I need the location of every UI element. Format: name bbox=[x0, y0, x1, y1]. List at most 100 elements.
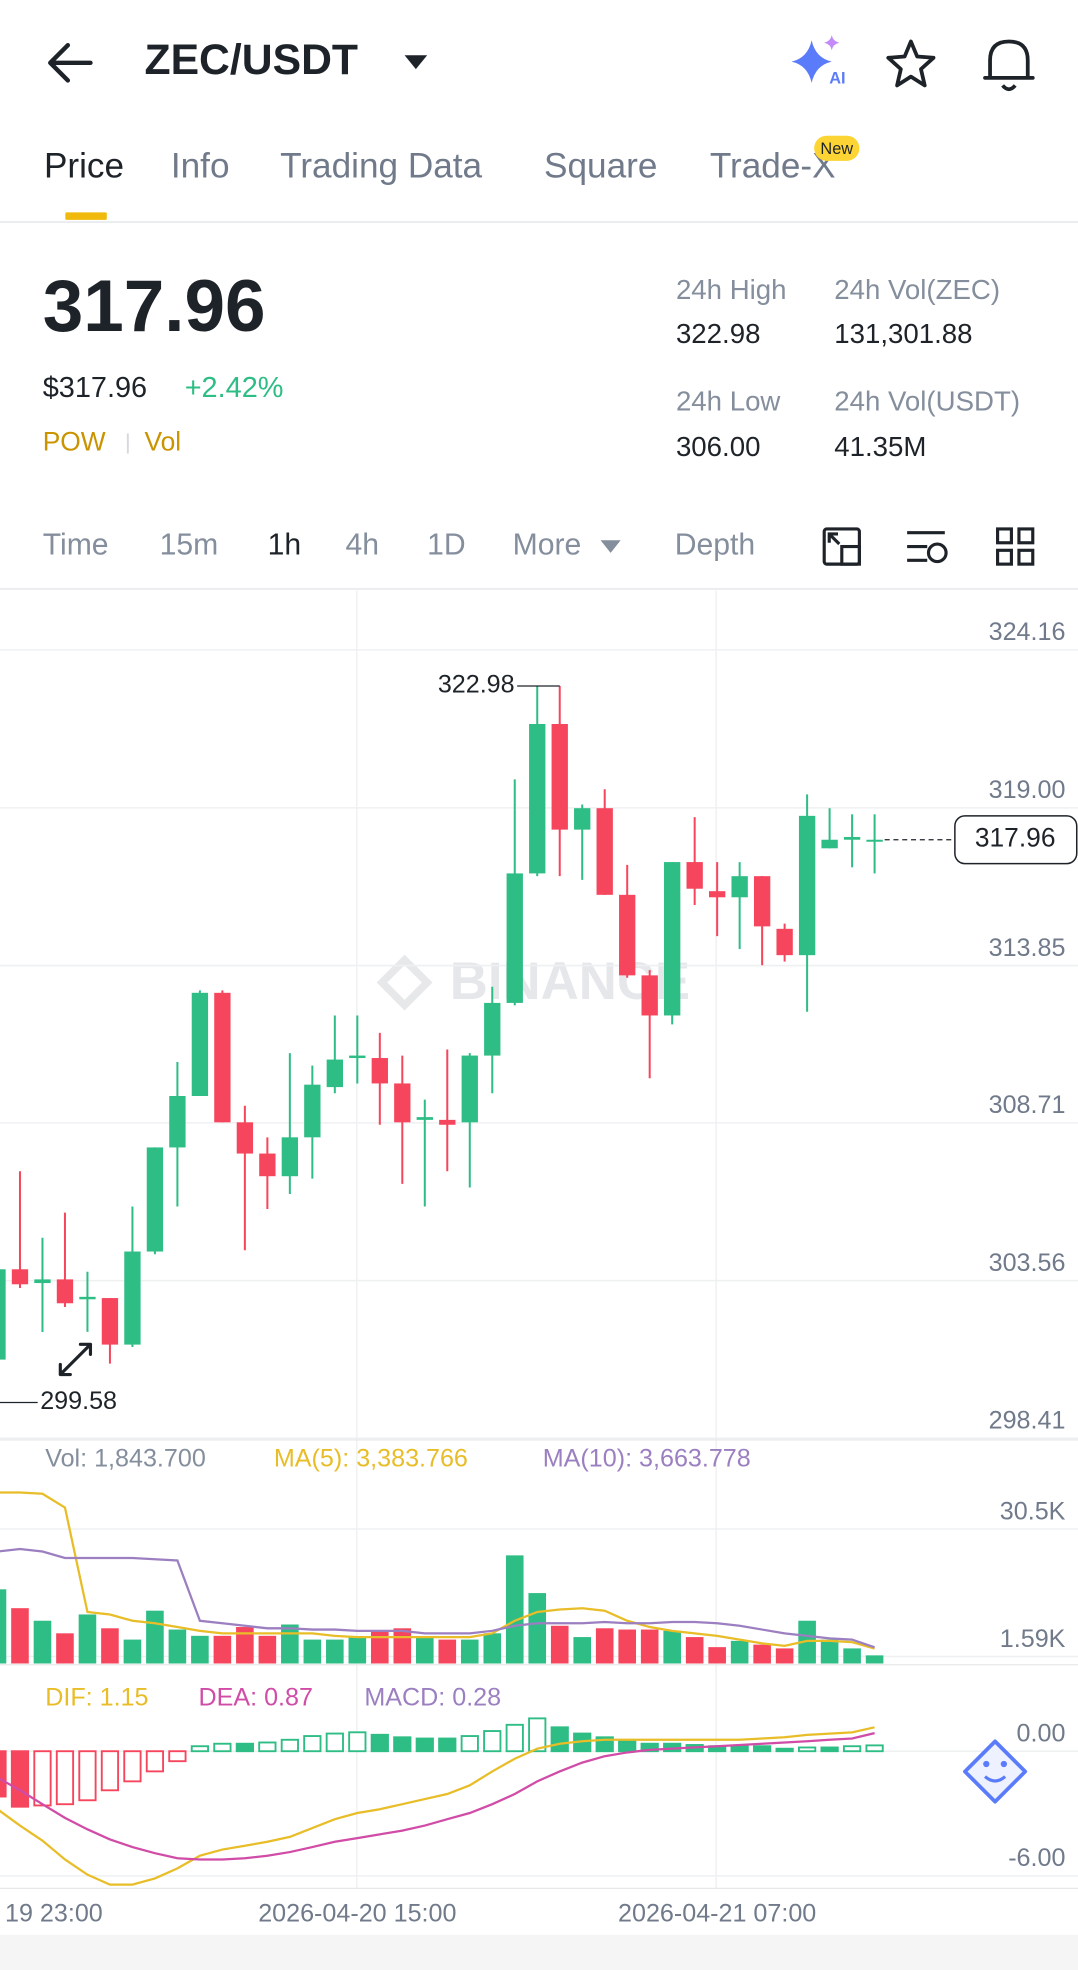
volume-bar bbox=[393, 1628, 412, 1664]
stat-label: 24h Vol(USDT) bbox=[834, 386, 1020, 417]
candle-body bbox=[416, 1117, 433, 1120]
tab[interactable]: Trading Data bbox=[280, 147, 482, 186]
volume-bar bbox=[640, 1629, 659, 1664]
y-tick-label: 30.5K bbox=[1000, 1497, 1066, 1525]
macd-bar bbox=[460, 1735, 479, 1753]
y-tick-label: 319.00 bbox=[989, 776, 1066, 804]
macd-bar bbox=[730, 1745, 749, 1753]
interval-option[interactable]: Time bbox=[43, 529, 109, 562]
candle-body bbox=[686, 862, 703, 889]
fullscreen-button[interactable] bbox=[822, 527, 861, 566]
candle-body bbox=[529, 724, 546, 874]
stat-value: 322.98 bbox=[676, 318, 761, 349]
volume-bar bbox=[505, 1555, 524, 1664]
interval-option[interactable]: More bbox=[513, 529, 582, 562]
macd-bar bbox=[100, 1750, 120, 1792]
back-button[interactable] bbox=[48, 43, 93, 83]
macd-bar bbox=[370, 1733, 389, 1753]
candle-body bbox=[371, 1058, 388, 1084]
volume-bar bbox=[685, 1637, 704, 1664]
stat-label: 24h High bbox=[676, 274, 787, 305]
candle-body bbox=[304, 1084, 321, 1138]
volume-bar bbox=[550, 1625, 569, 1664]
candle-body bbox=[191, 992, 209, 1096]
candle-body bbox=[574, 808, 591, 830]
candle-body bbox=[146, 1147, 164, 1252]
low-marker-label: 299.58 bbox=[40, 1387, 117, 1415]
volume-bar bbox=[663, 1630, 681, 1664]
macd-bar bbox=[10, 1750, 30, 1808]
macd-bar bbox=[78, 1750, 97, 1802]
interval-option[interactable]: 1h bbox=[268, 529, 302, 562]
candle-body bbox=[731, 876, 748, 898]
ai-button[interactable]: AI bbox=[791, 35, 846, 87]
volume-bar bbox=[775, 1648, 794, 1664]
legend-entry: DEA: 0.87 bbox=[199, 1683, 313, 1711]
macd-bar bbox=[393, 1736, 412, 1753]
tag[interactable]: Vol bbox=[144, 426, 181, 456]
candle-body bbox=[461, 1055, 478, 1123]
tab[interactable]: Info bbox=[171, 147, 230, 186]
macd-bar bbox=[775, 1747, 794, 1753]
volume-bar bbox=[281, 1624, 299, 1664]
tab[interactable]: Price bbox=[44, 147, 124, 186]
tab[interactable]: Trade-X bbox=[710, 147, 836, 186]
x-tick-label: 2026-04-21 07:00 bbox=[618, 1899, 816, 1927]
candle-body bbox=[394, 1083, 411, 1123]
layout-button[interactable] bbox=[996, 527, 1035, 566]
macd-bar bbox=[618, 1740, 637, 1753]
tag[interactable]: POW bbox=[43, 426, 106, 456]
bottom-bar bbox=[0, 1934, 1078, 1971]
interval-option[interactable]: 4h bbox=[346, 529, 380, 562]
volume-bar bbox=[371, 1630, 389, 1664]
watermark-logo bbox=[376, 954, 433, 1011]
alert-button[interactable] bbox=[983, 39, 1035, 92]
macd-bar bbox=[280, 1738, 299, 1753]
interval-option[interactable]: 1D bbox=[427, 529, 466, 562]
candle-body bbox=[551, 724, 568, 830]
tab[interactable]: Square bbox=[544, 147, 657, 186]
macd-line bbox=[0, 1726, 875, 1886]
assistant-button[interactable] bbox=[963, 1739, 1028, 1804]
divider bbox=[0, 587, 1078, 590]
pair-title[interactable]: ZEC/USDT bbox=[144, 36, 358, 84]
volume-bar bbox=[326, 1639, 344, 1664]
interval-option[interactable]: Depth bbox=[675, 529, 755, 562]
pair-dropdown[interactable] bbox=[404, 55, 428, 70]
volume-bar bbox=[753, 1644, 771, 1664]
volume-bar bbox=[56, 1633, 74, 1664]
volume-bar bbox=[798, 1620, 816, 1664]
candle-body bbox=[619, 894, 636, 976]
candle-body bbox=[708, 891, 726, 898]
volume-bar bbox=[438, 1639, 457, 1664]
macd-bar bbox=[640, 1742, 659, 1753]
favorite-button[interactable] bbox=[886, 39, 936, 88]
volume-bar bbox=[595, 1628, 614, 1664]
last-price: 317.96 bbox=[43, 266, 266, 347]
macd-bar bbox=[842, 1745, 862, 1753]
macd-bar bbox=[0, 1750, 7, 1798]
expand-button[interactable] bbox=[45, 1329, 106, 1390]
candle-body bbox=[326, 1059, 343, 1088]
y-tick-label: 324.16 bbox=[989, 618, 1066, 646]
macd-bar bbox=[258, 1741, 277, 1753]
interval-option[interactable]: 15m bbox=[160, 529, 219, 562]
candle-body bbox=[596, 808, 613, 895]
candle-body bbox=[79, 1296, 96, 1300]
candle-body bbox=[664, 862, 681, 1016]
stat-value: 131,301.88 bbox=[834, 318, 972, 349]
candle-body bbox=[101, 1298, 119, 1345]
volume-bar bbox=[11, 1608, 29, 1664]
volume-bar bbox=[33, 1620, 52, 1664]
indicator-button[interactable] bbox=[907, 531, 948, 564]
y-tick-label: 0.00 bbox=[1017, 1720, 1066, 1748]
volume-bar bbox=[123, 1639, 142, 1664]
macd-bar bbox=[415, 1737, 434, 1753]
volume-bar bbox=[618, 1629, 636, 1664]
stat-label: 24h Low bbox=[676, 386, 781, 417]
candle-body bbox=[506, 873, 523, 1003]
price-change: +2.42% bbox=[185, 372, 284, 404]
divider bbox=[0, 221, 1078, 224]
